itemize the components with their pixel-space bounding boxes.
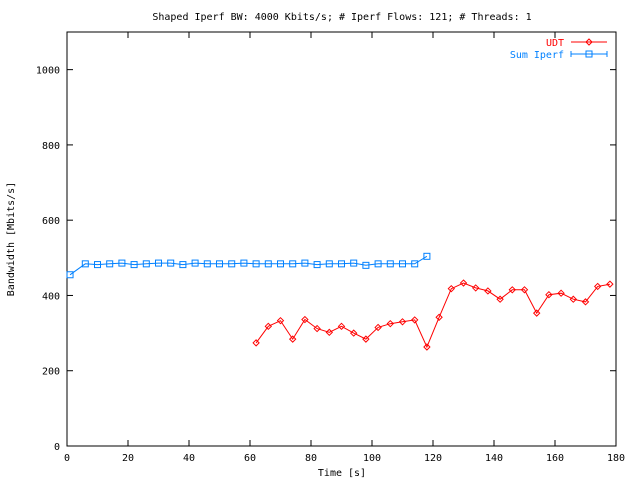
data-point-sum-iperf <box>264 260 272 268</box>
data-point-sum-iperf <box>203 260 211 268</box>
data-point-udt <box>313 324 321 333</box>
data-point-udt <box>276 316 285 325</box>
data-point-sum-iperf <box>374 260 382 268</box>
data-point-sum-iperf <box>386 260 394 268</box>
x-tick-label: 180 <box>607 453 625 464</box>
x-tick-label: 60 <box>244 453 256 464</box>
legend-marker-sum-iperf <box>585 50 593 58</box>
data-point-sum-iperf <box>423 252 431 260</box>
legend-marker-udt <box>585 38 593 46</box>
series-layer <box>66 252 614 351</box>
data-point-sum-iperf <box>325 260 333 268</box>
data-point-sum-iperf <box>94 261 101 269</box>
data-point-sum-iperf <box>240 259 248 267</box>
legend-label-udt: UDT <box>546 38 564 49</box>
data-point-sum-iperf <box>338 260 345 268</box>
x-tick-label: 0 <box>64 453 70 464</box>
data-point-sum-iperf <box>350 259 358 267</box>
y-tick-label: 1000 <box>36 66 60 77</box>
y-tick-label: 200 <box>42 367 60 378</box>
data-point-sum-iperf <box>66 271 74 279</box>
y-tick-label: 600 <box>42 216 60 227</box>
x-tick-label: 40 <box>183 453 195 464</box>
data-point-sum-iperf <box>167 259 175 267</box>
y-tick-label: 800 <box>42 141 60 152</box>
data-point-udt <box>496 295 504 303</box>
series-sum-iperf <box>66 252 431 279</box>
data-point-udt <box>545 290 553 299</box>
data-point-udt <box>447 284 456 293</box>
data-point-udt <box>349 329 358 337</box>
data-point-sum-iperf <box>130 261 138 269</box>
data-point-udt <box>288 335 297 343</box>
data-point-sum-iperf <box>289 260 297 268</box>
data-point-udt <box>557 289 565 297</box>
y-tick-label: 0 <box>54 442 60 453</box>
x-tick-label: 140 <box>485 453 503 464</box>
data-point-sum-iperf <box>106 260 114 268</box>
data-point-sum-iperf <box>81 260 89 268</box>
data-point-udt <box>484 287 492 295</box>
data-point-udt <box>606 280 614 288</box>
x-tick-label: 120 <box>424 453 442 464</box>
x-axis-ticks: 0 20 40 60 80 100 120 140 160 180 <box>64 32 625 464</box>
data-point-udt <box>435 313 443 321</box>
data-point-udt <box>252 339 260 347</box>
data-point-udt <box>374 323 382 332</box>
plot-frame <box>66 31 617 447</box>
x-tick-label: 20 <box>122 453 134 464</box>
data-point-sum-iperf <box>118 259 126 267</box>
data-point-udt <box>423 343 431 351</box>
data-point-udt <box>569 295 578 303</box>
data-point-udt <box>301 315 309 324</box>
data-point-sum-iperf <box>228 260 236 268</box>
data-point-sum-iperf <box>179 261 187 269</box>
data-point-udt <box>362 335 370 343</box>
y-tick-label: 400 <box>42 291 60 302</box>
data-point-udt <box>593 282 602 291</box>
data-point-sum-iperf <box>155 259 162 267</box>
data-point-udt <box>410 316 419 324</box>
data-point-udt <box>264 322 273 331</box>
data-point-sum-iperf <box>252 260 260 268</box>
legend-label-sum-iperf: Sum Iperf <box>510 50 564 61</box>
series-udt <box>252 279 614 351</box>
data-point-sum-iperf <box>362 261 370 269</box>
data-point-udt <box>508 286 517 294</box>
data-point-udt <box>337 322 346 331</box>
data-point-udt <box>520 286 529 294</box>
x-tick-label: 80 <box>305 453 317 464</box>
data-point-udt <box>581 298 590 306</box>
data-point-udt <box>325 328 334 337</box>
data-point-udt <box>471 284 480 292</box>
series-line-sum-iperf <box>69 255 428 276</box>
data-point-sum-iperf <box>191 259 199 267</box>
x-tick-label: 160 <box>546 453 564 464</box>
x-tick-label: 100 <box>363 453 381 464</box>
y-axis-ticks: 0 200 400 600 800 1000 <box>36 66 616 453</box>
x-axis-label: Time [s] <box>318 468 366 479</box>
data-point-udt <box>532 309 541 317</box>
data-point-sum-iperf <box>277 260 284 268</box>
data-point-udt <box>459 279 468 287</box>
data-point-udt <box>398 318 407 326</box>
data-point-sum-iperf <box>301 259 309 267</box>
data-point-udt <box>386 319 395 328</box>
chart-title: Shaped Iperf BW: 4000 Kbits/s; # Iperf F… <box>152 12 531 23</box>
data-point-sum-iperf <box>142 260 150 268</box>
series-line-udt <box>255 282 610 349</box>
data-point-sum-iperf <box>399 260 406 268</box>
data-point-sum-iperf <box>313 261 321 269</box>
data-point-sum-iperf <box>216 260 223 268</box>
y-axis-label: Bandwidth [Mbits/s] <box>6 182 17 296</box>
data-point-sum-iperf <box>411 260 419 268</box>
